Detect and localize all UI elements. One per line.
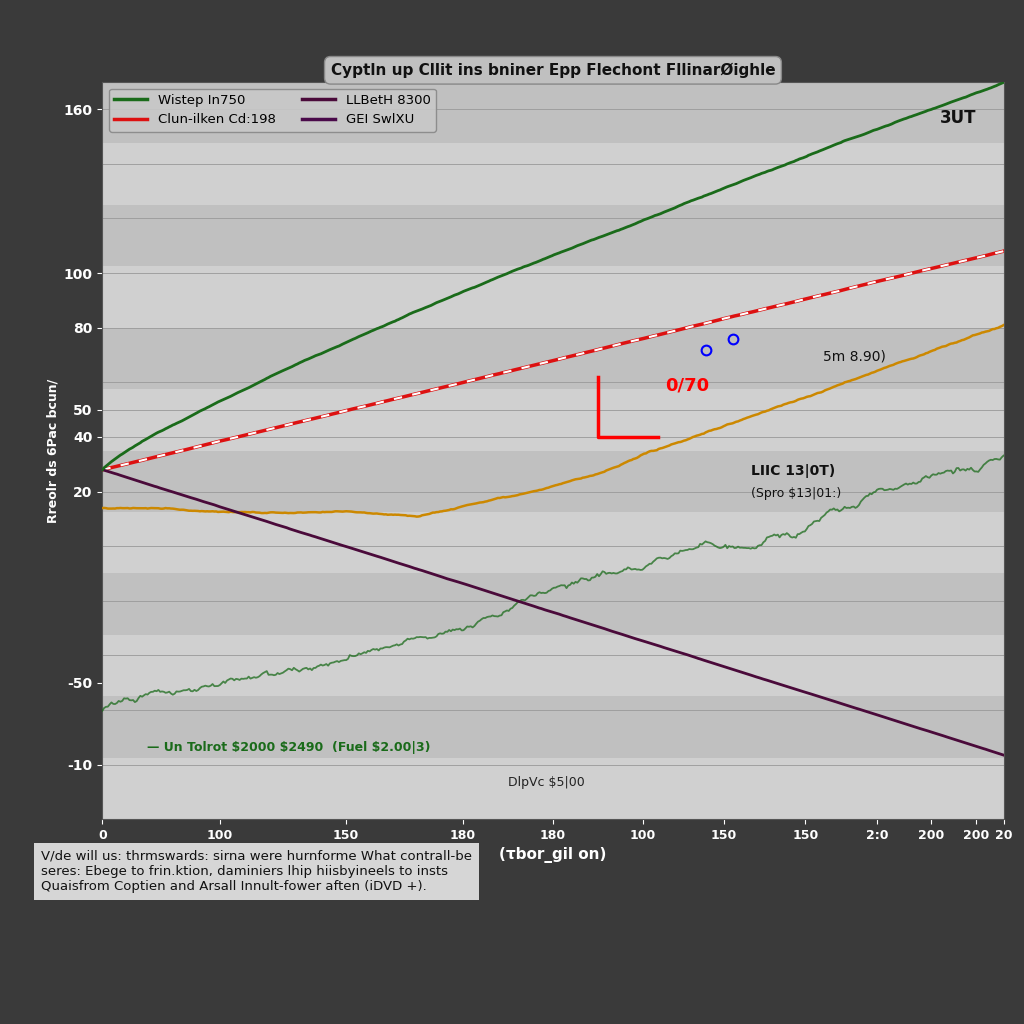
Bar — [102, 758, 1004, 819]
Text: 0/70: 0/70 — [665, 377, 709, 394]
Bar — [102, 389, 1004, 451]
Text: 3UT: 3UT — [940, 109, 977, 127]
Bar — [102, 266, 1004, 328]
Title: Cyptln up Cllit ins bniner Epp Flechont FllinarØighle: Cyptln up Cllit ins bniner Epp Flechont … — [331, 62, 775, 78]
Bar — [102, 205, 1004, 266]
Y-axis label: Rreolr ds 6Pac bcun/: Rreolr ds 6Pac bcun/ — [46, 379, 59, 522]
Bar — [102, 573, 1004, 635]
Legend: Wistep In750, Clun-ilken Cd:198, LLBetH 8300, GEI SwlXU: Wistep In750, Clun-ilken Cd:198, LLBetH … — [109, 88, 436, 132]
Bar — [102, 512, 1004, 573]
Text: DlpVc $5|00: DlpVc $5|00 — [508, 776, 585, 790]
Text: 5m 8.90): 5m 8.90) — [823, 349, 886, 364]
Text: V/de will us: thrmswards: sirna were hurnforme What contrall-be
seres: Ebege to : V/de will us: thrmswards: sirna were hur… — [41, 850, 472, 893]
Bar — [102, 635, 1004, 696]
Bar — [102, 696, 1004, 758]
Text: — Un Tolrot $2000 $2490  (Fuel $2.00|3): — Un Tolrot $2000 $2490 (Fuel $2.00|3) — [147, 741, 431, 754]
Text: LIIC 13|0T): LIIC 13|0T) — [752, 464, 836, 478]
X-axis label: (τbor_gil on): (τbor_gil on) — [500, 848, 606, 863]
Bar — [102, 451, 1004, 512]
Bar — [102, 143, 1004, 205]
Bar — [102, 82, 1004, 143]
Text: (Spro $13|01:): (Spro $13|01:) — [752, 487, 842, 500]
Bar — [102, 328, 1004, 389]
